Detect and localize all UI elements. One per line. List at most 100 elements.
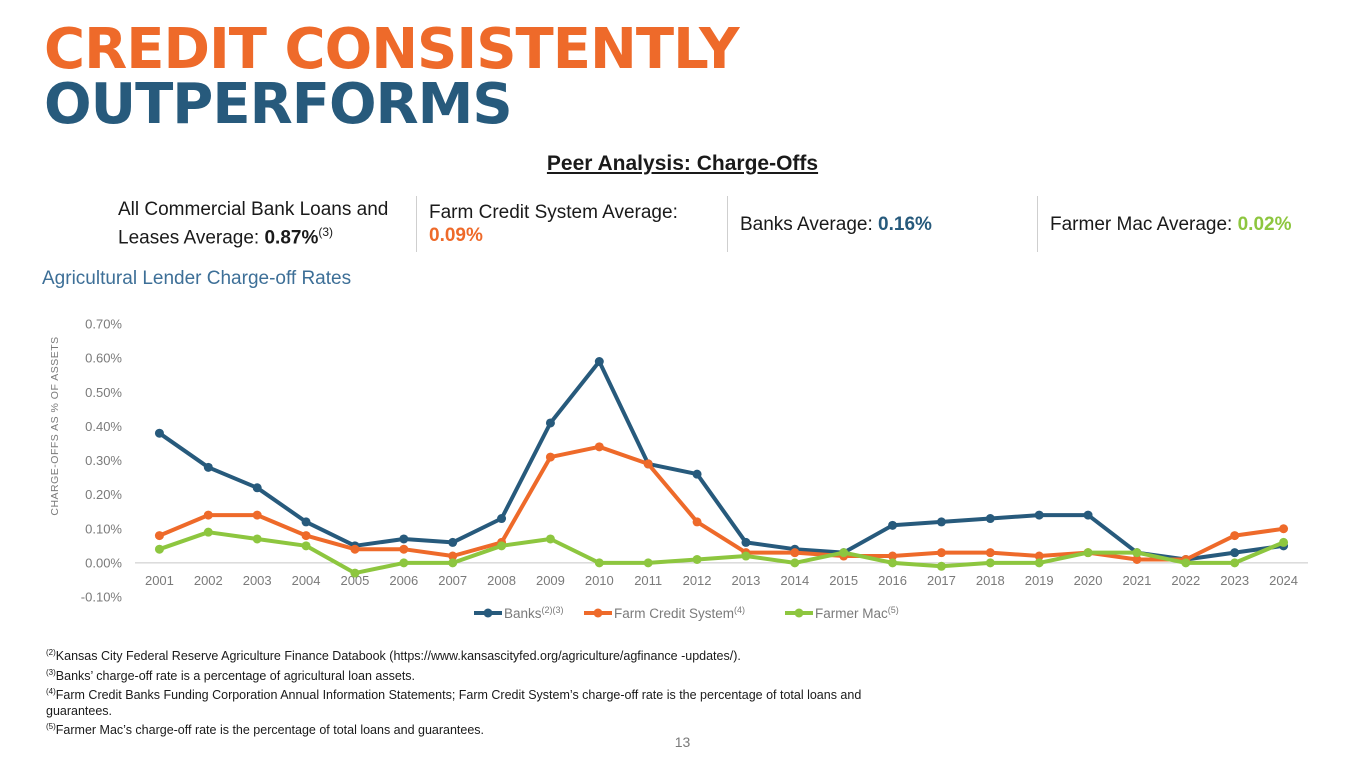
page-number: 13: [674, 734, 691, 750]
data-point-banks: [594, 357, 604, 367]
avg-label: Banks Average:: [740, 213, 879, 235]
footnotes: (2)Kansas City Federal Reserve Agricultu…: [46, 645, 906, 739]
data-point-farmer-mac: [888, 558, 898, 568]
data-point-banks: [692, 469, 702, 479]
avg-farmer-mac: Farmer Mac Average: 0.02%: [1037, 196, 1350, 252]
data-point-banks: [301, 517, 311, 527]
data-point-banks: [1083, 510, 1093, 520]
data-point-farm-credit-system: [594, 442, 604, 452]
data-point-farmer-mac: [692, 554, 702, 564]
data-point-farm-credit-system: [790, 548, 800, 558]
avg-farm-credit-system: Farm Credit System Average: 0.09%: [416, 196, 729, 252]
data-point-farm-credit-system: [1034, 551, 1044, 561]
avg-label: All Commercial Bank Loans and Leases Ave…: [118, 199, 389, 249]
legend-marker-farmer-mac: [794, 608, 804, 618]
data-point-banks: [545, 418, 555, 428]
data-point-banks: [448, 537, 458, 547]
avg-footnote-ref: (3): [318, 225, 334, 240]
chart-title: Agricultural Lender Charge-off Rates: [42, 268, 352, 289]
data-point-banks: [154, 428, 164, 438]
y-tick-label: 0.20%: [85, 487, 122, 502]
data-point-farmer-mac: [643, 558, 653, 568]
avg-value: 0.02%: [1237, 213, 1292, 235]
data-point-farmer-mac: [497, 541, 507, 551]
data-point-banks: [1230, 548, 1240, 558]
x-tick-label: 2016: [878, 573, 907, 588]
x-tick-label: 2002: [194, 573, 223, 588]
data-point-banks: [399, 534, 409, 544]
x-tick-label: 2021: [1122, 573, 1151, 588]
data-point-farm-credit-system: [692, 517, 702, 527]
x-tick-label: 2023: [1220, 573, 1249, 588]
data-point-farmer-mac: [985, 558, 995, 568]
series-line-farmer-mac: [157, 530, 1286, 576]
title-line-2: OUTPERFORMS: [44, 72, 513, 137]
data-point-banks: [741, 537, 751, 547]
data-point-farmer-mac: [1181, 558, 1191, 568]
footnote: (4)Farm Credit Banks Funding Corporation…: [46, 687, 862, 718]
avg-value: 0.16%: [878, 213, 932, 235]
peer-analysis-title: Peer Analysis: Charge-Offs: [546, 152, 819, 175]
x-tick-label: 2017: [927, 573, 956, 588]
x-tick-label: 2011: [634, 573, 662, 588]
footnote: (5)Farmer Mac’s charge-off rate is the p…: [46, 722, 485, 738]
x-tick-label: 2005: [340, 573, 369, 588]
data-point-farm-credit-system: [888, 551, 898, 561]
data-point-farmer-mac: [1132, 548, 1142, 558]
data-point-farm-credit-system: [448, 551, 458, 561]
data-point-farm-credit-system: [1230, 531, 1240, 541]
data-point-farmer-mac: [1083, 548, 1093, 558]
x-tick-label: 2013: [731, 573, 760, 588]
y-tick-label: 0.50%: [85, 385, 122, 400]
y-tick-label: 0.40%: [85, 419, 122, 434]
data-point-farmer-mac: [1034, 558, 1044, 568]
data-point-farmer-mac: [790, 558, 800, 568]
x-tick-label: 2009: [536, 573, 565, 588]
data-point-banks: [888, 520, 898, 530]
line-chart: -0.10% 0.00% 0.10% 0.20% 0.30% 0.40% 0.50% 0.60…: [49, 317, 1308, 621]
x-tick-label: 2006: [389, 573, 418, 588]
data-point-banks: [1034, 510, 1044, 520]
footnote: (3)Banks’ charge-off rate is a percentag…: [46, 667, 416, 683]
data-point-farm-credit-system: [203, 510, 213, 520]
avg-value: 0.87%: [264, 227, 319, 249]
avg-value: 0.09%: [429, 225, 483, 246]
data-point-farmer-mac: [594, 558, 604, 568]
data-point-banks: [252, 483, 262, 493]
x-tick-label: 2020: [1074, 573, 1103, 588]
data-point-farmer-mac: [545, 534, 555, 544]
data-point-farmer-mac: [154, 544, 164, 554]
x-tick-label: 2024: [1269, 573, 1298, 588]
data-point-farmer-mac: [301, 541, 311, 551]
legend-label-farmer-mac: Farmer Mac(5): [815, 605, 899, 621]
y-tick-label: 0.00%: [85, 555, 122, 570]
data-point-farm-credit-system: [1279, 524, 1289, 534]
data-point-farmer-mac: [741, 551, 751, 561]
legend-marker-farm-credit-system: [593, 608, 603, 618]
x-tick-label: 2018: [976, 573, 1005, 588]
y-tick-label: 0.70%: [85, 317, 122, 332]
avg-label: Farm Credit System Average:: [429, 202, 678, 223]
data-point-farm-credit-system: [1132, 554, 1142, 564]
y-tick-label: 0.10%: [85, 521, 122, 536]
data-point-farm-credit-system: [936, 548, 946, 558]
data-point-farmer-mac: [399, 558, 409, 568]
avg-banks: Banks Average: 0.16%: [727, 196, 1040, 252]
x-tick-label: 2015: [829, 573, 858, 588]
data-point-farmer-mac: [1279, 537, 1289, 547]
data-point-farmer-mac: [252, 534, 262, 544]
data-point-farmer-mac: [350, 568, 360, 578]
data-point-farm-credit-system: [301, 531, 311, 541]
x-tick-label: 2010: [585, 573, 614, 588]
x-tick-label: 2003: [243, 573, 272, 588]
avg-commercial-banks: All Commercial Bank Loans and Leases Ave…: [118, 196, 414, 252]
data-point-banks: [985, 514, 995, 524]
legend-marker-banks: [483, 608, 493, 618]
x-tick-label: 2012: [683, 573, 712, 588]
x-tick-label: 2014: [780, 573, 809, 588]
x-tick-label: 2019: [1025, 573, 1054, 588]
data-point-farm-credit-system: [350, 544, 360, 554]
x-tick-label: 2008: [487, 573, 516, 588]
data-point-farm-credit-system: [985, 548, 995, 558]
data-point-farmer-mac: [1230, 558, 1240, 568]
